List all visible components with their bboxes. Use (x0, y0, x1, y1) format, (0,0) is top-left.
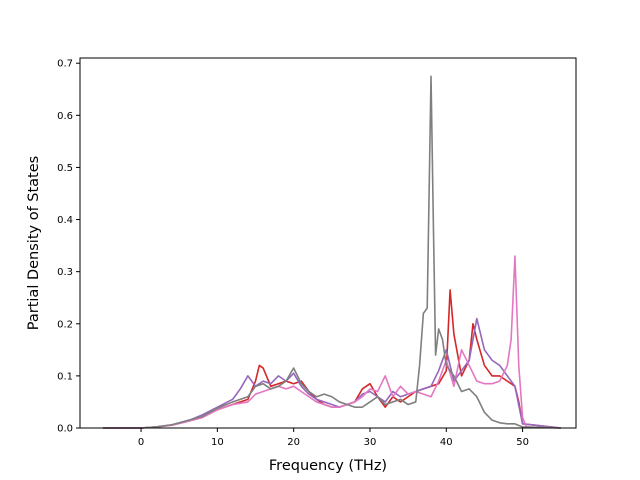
y-tick-label: 0.4 (57, 215, 73, 226)
y-tick-label: 0.1 (57, 371, 73, 382)
y-tick-label: 0.3 (57, 267, 73, 278)
y-tick-label: 0.7 (57, 59, 73, 70)
y-tick-label: 0.5 (57, 163, 73, 174)
y-axis: 0.0 0.1 0.2 0.3 0.4 0.5 0.6 0.7 (57, 59, 80, 435)
x-tick-label: 30 (364, 437, 377, 448)
x-tick-label: 20 (287, 437, 300, 448)
y-tick-label: 0.6 (57, 111, 73, 122)
x-axis: 0 10 20 30 40 50 (138, 428, 529, 448)
x-tick-label: 50 (516, 437, 529, 448)
y-tick-label: 0.0 (57, 424, 73, 435)
series-line-2 (102, 317, 561, 429)
series-layer (102, 75, 561, 429)
x-tick-label: 10 (211, 437, 224, 448)
y-axis-label: Partial Density of States (26, 156, 42, 330)
x-axis-label: Frequency (THz) (269, 458, 387, 474)
y-tick-label: 0.2 (57, 319, 73, 330)
x-tick-label: 40 (440, 437, 453, 448)
plot-frame (79, 57, 577, 429)
series-line-4 (102, 75, 561, 429)
series-line-3 (102, 255, 561, 429)
x-tick-label: 0 (138, 437, 144, 448)
